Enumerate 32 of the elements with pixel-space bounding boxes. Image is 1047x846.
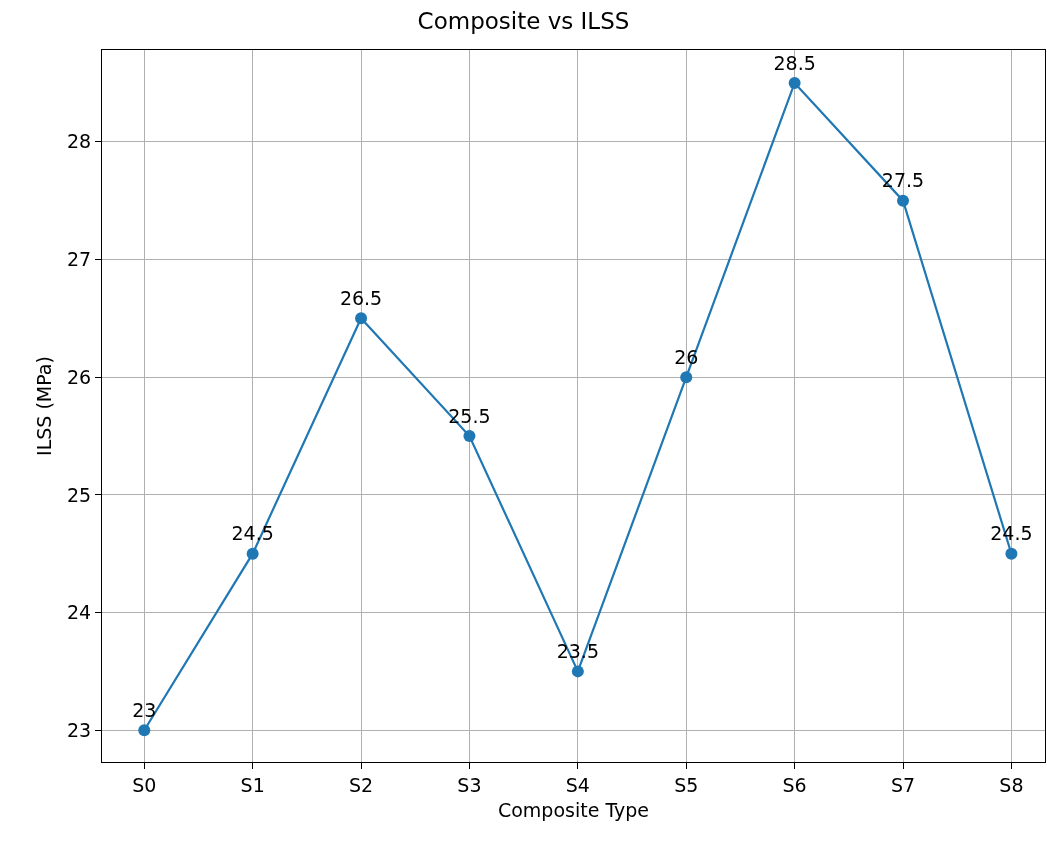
data-label: 25.5 — [448, 404, 491, 427]
point — [355, 312, 368, 325]
x-tick-label: S5 — [674, 773, 699, 796]
x-tick-label: S6 — [782, 773, 807, 796]
point — [571, 665, 584, 678]
y-tick-label: 28 — [67, 130, 92, 153]
data-label: 23 — [132, 698, 157, 721]
point — [138, 724, 151, 737]
x-tick-label: S8 — [999, 773, 1024, 796]
y-axis-title: ILSS (MPa) — [32, 356, 55, 456]
x-tick-label: S0 — [132, 773, 157, 796]
x-tick-label: S1 — [240, 773, 265, 796]
data-label: 26.5 — [339, 287, 383, 310]
point — [463, 430, 476, 442]
y-tick-label: 27 — [67, 248, 92, 271]
y-tick-label: 25 — [67, 483, 92, 506]
y-tick-label: 23 — [67, 718, 92, 741]
point — [897, 194, 910, 207]
y-tick-label: 24 — [67, 601, 92, 624]
x-tick-label: S7 — [890, 773, 916, 796]
point — [680, 371, 693, 384]
data-label: 27.5 — [881, 169, 925, 192]
data-label: 28.5 — [773, 51, 816, 74]
chart-title: Composite vs ILSS — [417, 8, 630, 35]
point — [1005, 547, 1018, 560]
x-tick-label: S2 — [348, 773, 374, 796]
x-axis-title: Composite Type — [497, 798, 650, 821]
x-tick-label: S3 — [457, 773, 482, 796]
point — [246, 547, 259, 560]
x-tick-label: S4 — [565, 773, 590, 796]
y-tick-label: 26 — [67, 365, 92, 388]
point — [788, 76, 801, 89]
